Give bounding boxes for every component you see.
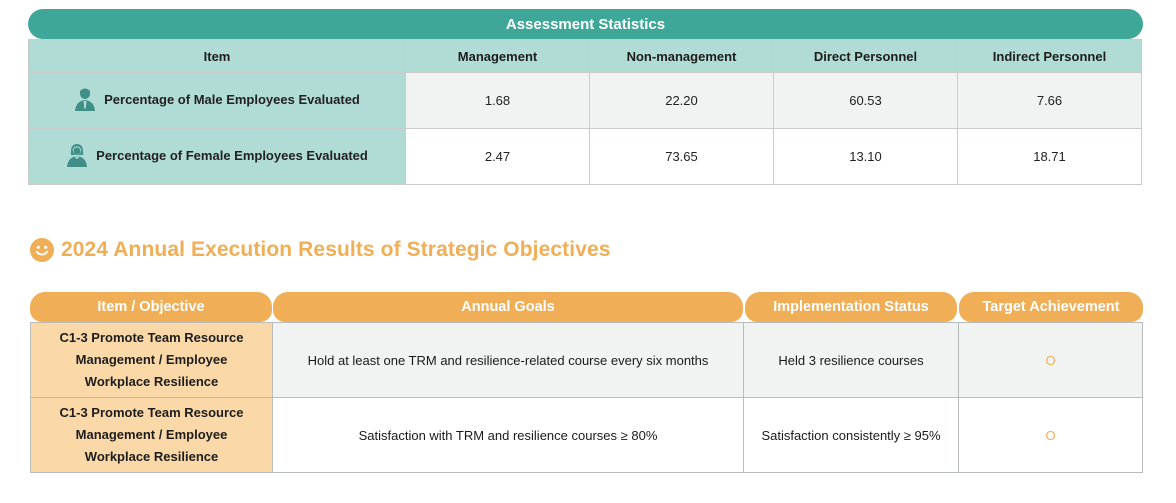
female-employee-icon bbox=[67, 144, 88, 167]
value-non-management: 22.20 bbox=[589, 72, 774, 129]
annual-goal-cell: Satisfaction with TRM and resilience cou… bbox=[272, 397, 744, 473]
section-title: 2024 Annual Execution Results of Strateg… bbox=[61, 238, 611, 261]
table-row: C1-3 Promote Team Resource Management / … bbox=[30, 322, 1143, 398]
column-header-target-achievement: Target Achievement bbox=[959, 292, 1143, 322]
objectives-section: Item / Objective Annual Goals Implementa… bbox=[30, 292, 1143, 473]
objective-line: Management / Employee bbox=[75, 352, 228, 367]
column-header-management: Management bbox=[405, 39, 590, 73]
implementation-status-cell: Held 3 resilience courses bbox=[743, 322, 959, 398]
column-header-indirect-personnel: Indirect Personnel bbox=[957, 39, 1142, 73]
objectives-heading: 2024 Annual Execution Results of Strateg… bbox=[30, 238, 611, 262]
table-row: C1-3 Promote Team Resource Management / … bbox=[30, 397, 1143, 473]
assessment-table: Item Management Non-management Direct Pe… bbox=[28, 39, 1142, 185]
target-achieved-mark: O bbox=[958, 322, 1143, 398]
objective-cell: C1-3 Promote Team Resource Management / … bbox=[30, 322, 273, 398]
value-non-management: 73.65 bbox=[589, 128, 774, 185]
column-header-item-objective: Item / Objective bbox=[30, 292, 272, 322]
row-label-cell: Percentage of Male Employees Evaluated bbox=[28, 72, 406, 129]
value-management: 1.68 bbox=[405, 72, 590, 129]
annual-goal-cell: Hold at least one TRM and resilience-rel… bbox=[272, 322, 744, 398]
column-header-direct-personnel: Direct Personnel bbox=[773, 39, 958, 73]
implementation-status-cell: Satisfaction consistently ≥ 95% bbox=[743, 397, 959, 473]
table-row: Percentage of Female Employees Evaluated… bbox=[28, 128, 1142, 185]
objectives-header-row: Item / Objective Annual Goals Implementa… bbox=[30, 292, 1143, 322]
value-indirect-personnel: 7.66 bbox=[957, 72, 1142, 129]
value-direct-personnel: 13.10 bbox=[773, 128, 958, 185]
row-label-cell: Percentage of Female Employees Evaluated bbox=[28, 128, 406, 185]
objective-line: C1-3 Promote Team Resource bbox=[59, 405, 244, 420]
column-header-annual-goals: Annual Goals bbox=[273, 292, 743, 322]
column-header-non-management: Non-management bbox=[589, 39, 774, 73]
objective-line: Workplace Resilience bbox=[84, 449, 219, 464]
target-achieved-mark: O bbox=[958, 397, 1143, 473]
assessment-header-row: Item Management Non-management Direct Pe… bbox=[28, 39, 1142, 73]
objective-line: Workplace Resilience bbox=[84, 374, 219, 389]
value-direct-personnel: 60.53 bbox=[773, 72, 958, 129]
column-header-item: Item bbox=[28, 39, 406, 73]
table-row: Percentage of Male Employees Evaluated 1… bbox=[28, 72, 1142, 129]
row-label: Percentage of Male Employees Evaluated bbox=[104, 91, 360, 107]
column-header-implementation-status: Implementation Status bbox=[745, 292, 957, 322]
objective-line: Management / Employee bbox=[75, 427, 228, 442]
assessment-title: Assessment Statistics bbox=[28, 9, 1143, 39]
objective-cell: C1-3 Promote Team Resource Management / … bbox=[30, 397, 273, 473]
value-indirect-personnel: 18.71 bbox=[957, 128, 1142, 185]
objectives-table: C1-3 Promote Team Resource Management / … bbox=[30, 322, 1143, 473]
value-management: 2.47 bbox=[405, 128, 590, 185]
row-label: Percentage of Female Employees Evaluated bbox=[96, 147, 368, 163]
smiley-icon bbox=[30, 238, 54, 262]
assessment-statistics-section: Assessment Statistics Item Management No… bbox=[28, 9, 1143, 185]
objective-line: C1-3 Promote Team Resource bbox=[59, 330, 244, 345]
male-employee-icon bbox=[75, 88, 96, 111]
